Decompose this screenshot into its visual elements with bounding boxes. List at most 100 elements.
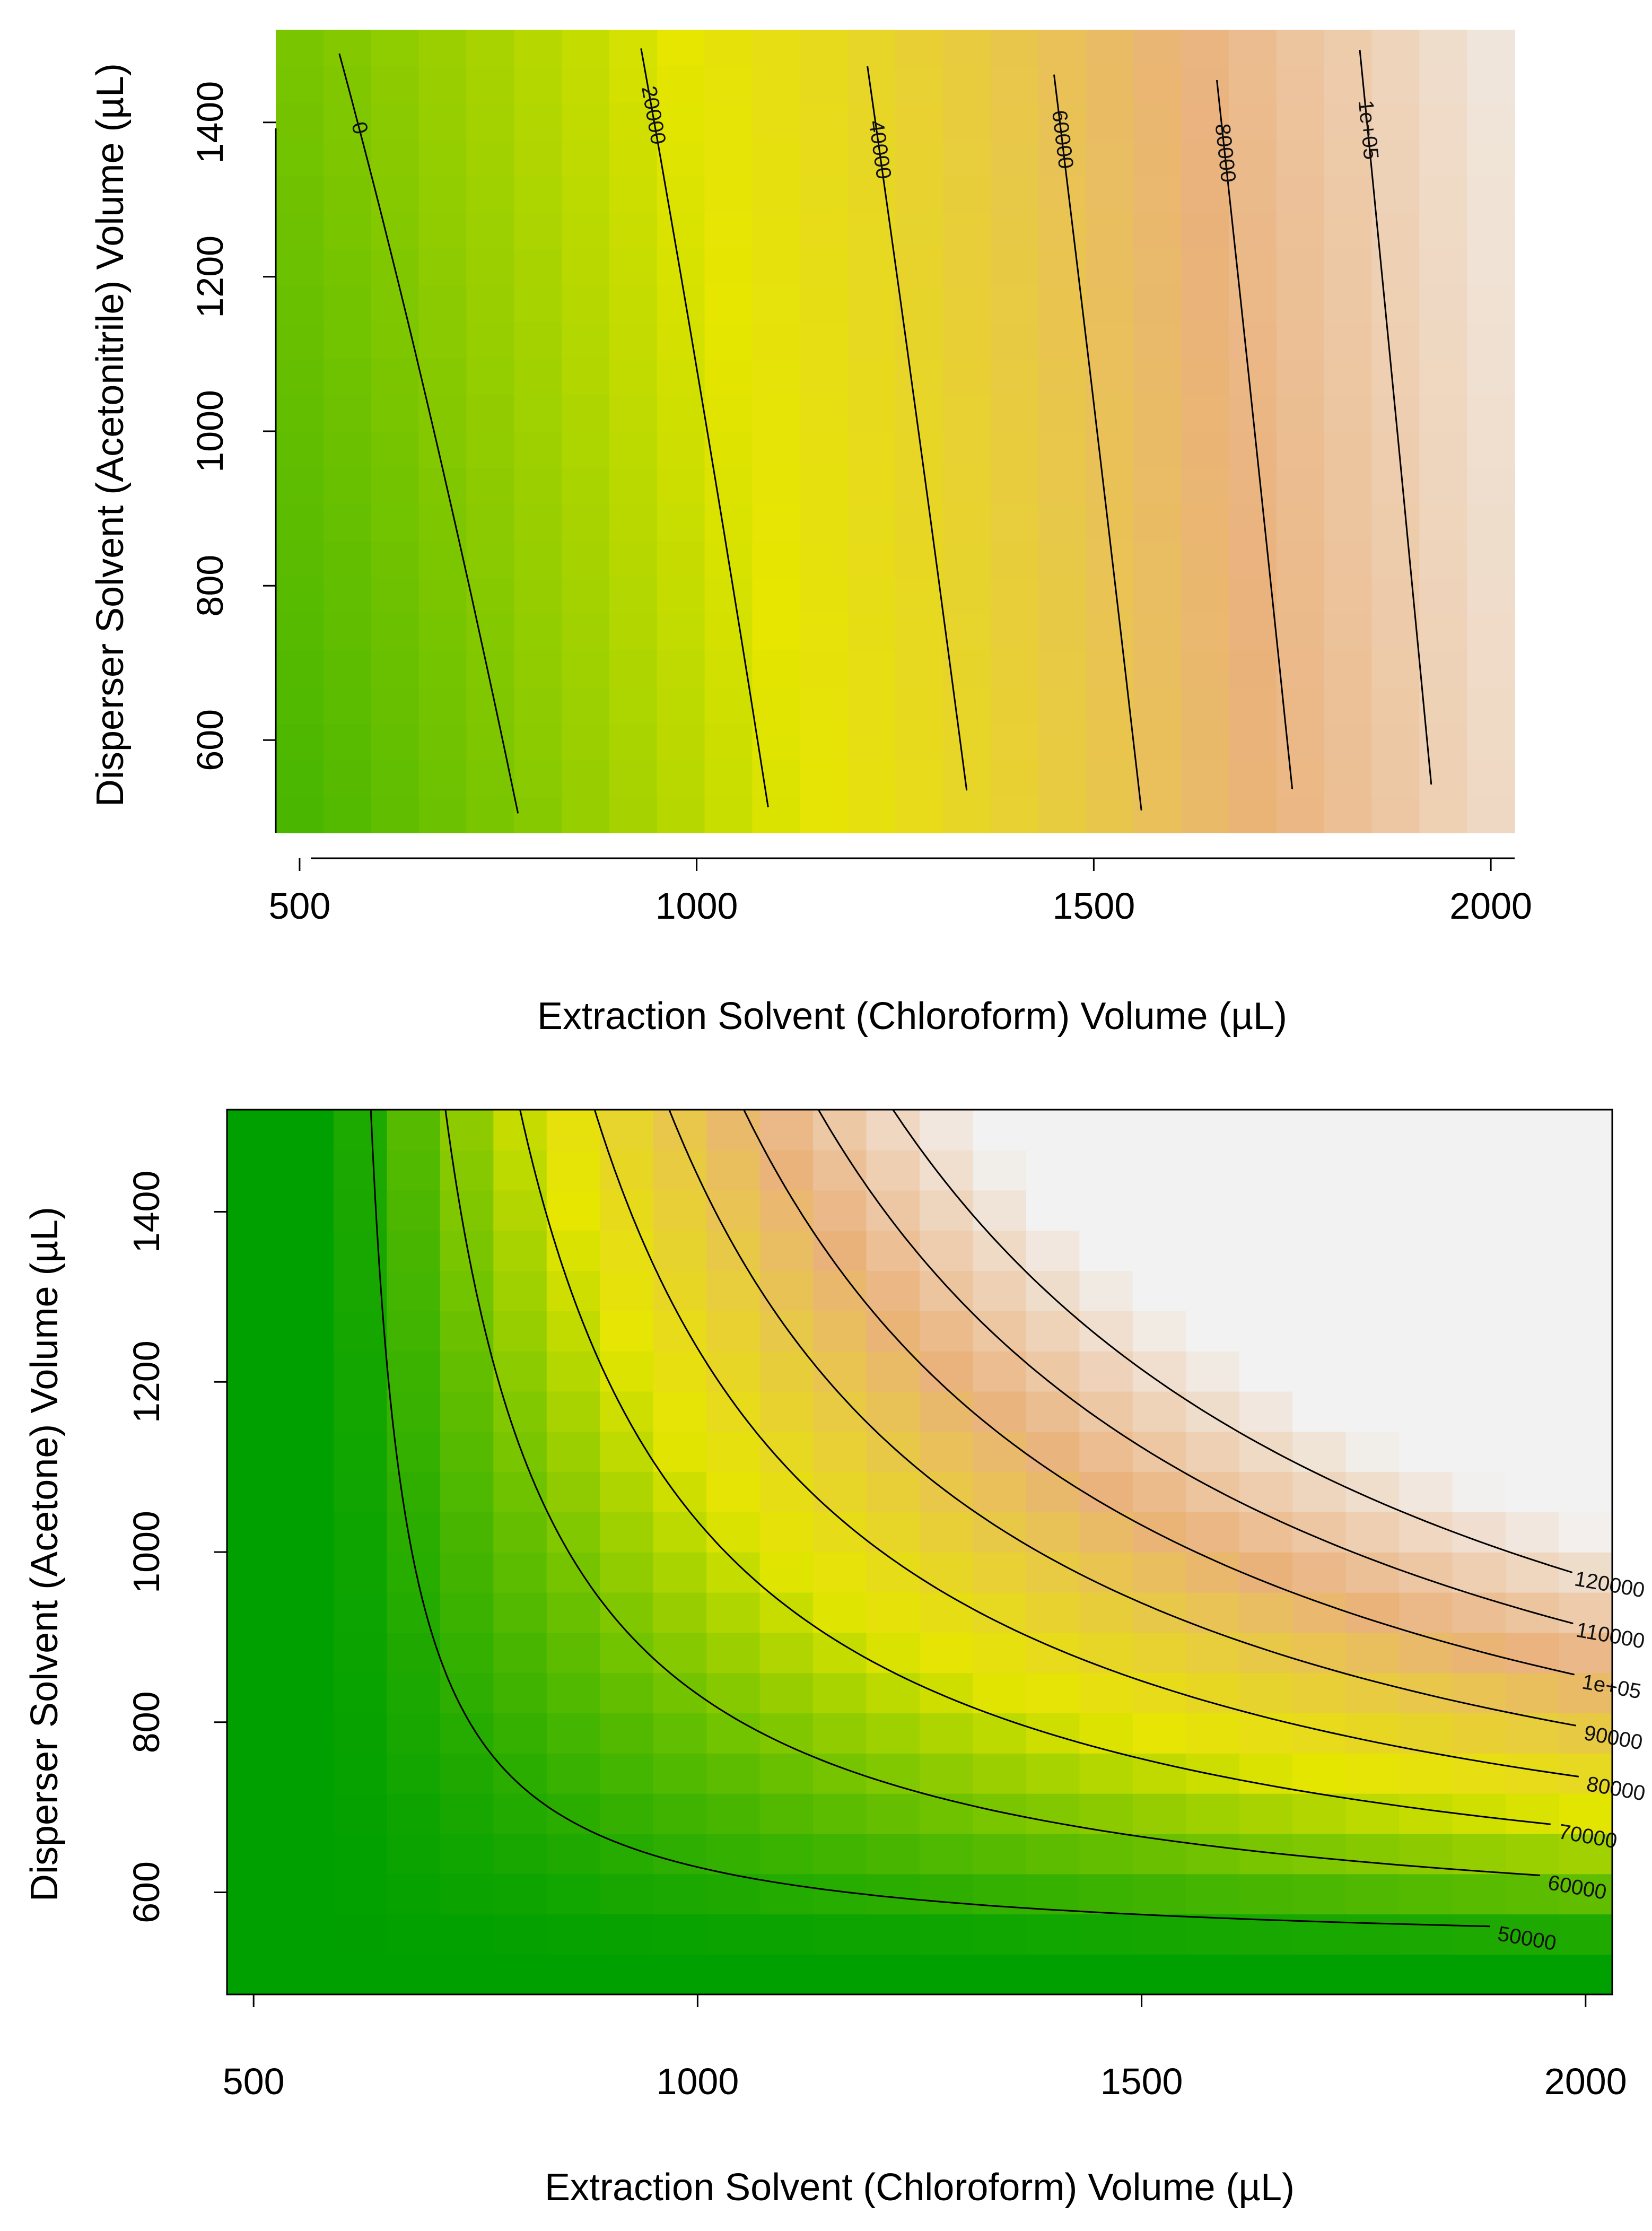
heatmap-cell: [493, 1873, 547, 1915]
heatmap-cell: [1086, 760, 1134, 797]
heatmap-cell: [1239, 1311, 1293, 1352]
heatmap-cell: [1467, 796, 1515, 833]
heatmap-cell: [1132, 1391, 1187, 1432]
heatmap-cell: [280, 1270, 334, 1311]
heatmap-cell: [1419, 431, 1467, 468]
heatmap-cell: [990, 358, 1039, 395]
heatmap-cell: [514, 796, 562, 833]
heatmap-cell: [323, 467, 372, 505]
heatmap-cell: [1239, 1190, 1293, 1231]
heatmap-cell: [333, 1190, 388, 1231]
heatmap-cell: [1079, 1110, 1133, 1151]
heatmap-cell: [1399, 1471, 1453, 1512]
x-tick-label: 500: [223, 2061, 285, 2102]
heatmap-cell: [1371, 102, 1420, 140]
heatmap-cell: [276, 66, 324, 103]
heatmap-cell: [1371, 248, 1420, 286]
heatmap-cell: [546, 1914, 601, 1955]
heatmap-cell: [1399, 1793, 1453, 1834]
heatmap-cell: [1399, 1753, 1453, 1794]
heatmap-cell: [800, 30, 848, 67]
heatmap-cell: [1324, 431, 1373, 468]
heatmap-cell: [323, 796, 372, 833]
heatmap-cell: [895, 176, 943, 213]
heatmap-cell: [546, 1873, 601, 1915]
heatmap-cell: [609, 358, 658, 395]
heatmap-cell: [1086, 577, 1134, 614]
heatmap-cell: [1133, 321, 1182, 359]
heatmap-cell: [466, 66, 514, 103]
heatmap-cell: [1292, 1833, 1347, 1875]
heatmap-cell: [562, 395, 610, 432]
heatmap-cell: [1345, 1149, 1400, 1191]
heatmap-cell: [895, 467, 943, 505]
heatmap-cell: [759, 1632, 814, 1674]
heatmap-cell: [1086, 431, 1134, 468]
heatmap-cell: [1026, 1311, 1080, 1352]
heatmap-cell: [227, 1471, 281, 1512]
heatmap-cell: [1452, 1873, 1506, 1915]
heatmap-cell: [1228, 504, 1277, 542]
heatmap-cell: [1276, 395, 1325, 432]
heatmap-cell: [1324, 796, 1373, 833]
heatmap-cell: [1079, 1552, 1133, 1593]
heatmap-cell: [1026, 1713, 1080, 1754]
heatmap-cell: [546, 1592, 601, 1633]
heatmap-cell: [227, 1713, 281, 1754]
heatmap-cell: [1086, 212, 1134, 249]
heatmap-cell: [866, 1672, 920, 1714]
heatmap-cell: [227, 1230, 281, 1271]
heatmap-cell: [514, 614, 562, 651]
heatmap-cell: [1467, 66, 1515, 103]
heatmap-cell: [866, 1914, 920, 1955]
heatmap-cell: [280, 1230, 334, 1271]
heatmap-cell: [1079, 1954, 1133, 1995]
heatmap-cell: [1399, 1914, 1453, 1955]
heatmap-cell: [1132, 1914, 1187, 1955]
heatmap-cell: [276, 467, 324, 505]
heatmap-cell: [280, 1350, 334, 1392]
heatmap-cell: [1133, 285, 1182, 323]
heatmap-cell: [990, 66, 1039, 103]
heatmap-cell: [440, 1873, 494, 1915]
heatmap-cell: [493, 1270, 547, 1311]
heatmap-cell: [514, 139, 562, 177]
heatmap-cell: [1038, 796, 1087, 833]
heatmap-cell: [609, 248, 658, 286]
heatmap-cell: [1292, 1110, 1347, 1151]
heatmap-cell: [1399, 1149, 1453, 1191]
heatmap-cell: [1292, 1914, 1347, 1955]
x-tick-label: 500: [269, 885, 331, 927]
heatmap-cell: [706, 1914, 761, 1955]
heatmap-cell: [847, 723, 896, 761]
heatmap-cell: [1506, 1391, 1560, 1432]
heatmap-cell: [1133, 102, 1182, 140]
heatmap-cell: [371, 285, 419, 323]
heatmap-cell: [759, 1793, 814, 1834]
heatmap-cell: [1186, 1311, 1240, 1352]
heatmap-cell: [227, 1190, 281, 1231]
heatmap-cell: [493, 1110, 547, 1151]
heatmap-cell: [514, 395, 562, 432]
heatmap-cell: [1038, 650, 1087, 687]
heatmap-cell: [942, 796, 991, 833]
heatmap-cell: [1371, 66, 1420, 103]
heatmap-cell: [1467, 760, 1515, 797]
heatmap-cell: [752, 102, 801, 140]
heatmap-cell: [466, 358, 514, 395]
heatmap-cell: [653, 1391, 707, 1432]
heatmap-cell: [759, 1431, 814, 1472]
heatmap-cell: [1026, 1110, 1080, 1151]
heatmap-cell: [1181, 723, 1229, 761]
heatmap-cell: [276, 541, 324, 578]
heatmap-cell: [1324, 248, 1373, 286]
heatmap-cell: [704, 395, 753, 432]
heatmap-cell: [333, 1391, 388, 1432]
heatmap-cell: [752, 139, 801, 177]
heatmap-cell: [1026, 1512, 1080, 1553]
heatmap-cell: [759, 1552, 814, 1593]
heatmap-cell: [333, 1954, 388, 1995]
heatmap-cell: [1038, 431, 1087, 468]
heatmap-cell: [514, 66, 562, 103]
